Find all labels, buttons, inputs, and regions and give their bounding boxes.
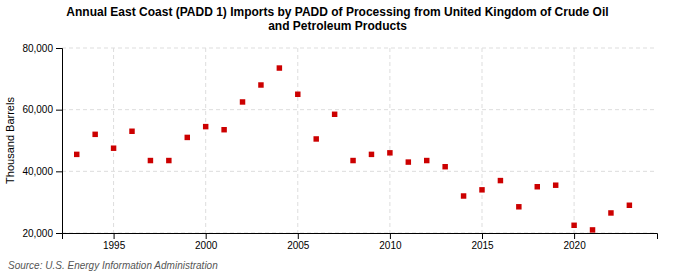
y-tick-label: 40,000	[22, 166, 53, 177]
point	[535, 184, 540, 189]
point	[111, 145, 116, 150]
x-tick: 2010	[379, 233, 402, 251]
point	[516, 204, 521, 209]
y-tick: 80,000	[22, 43, 62, 54]
y-tick-label: 20,000	[22, 228, 53, 239]
grid-line-x	[297, 48, 298, 233]
point	[258, 82, 263, 87]
y-tick-mark	[56, 48, 62, 49]
y-axis-line	[56, 49, 63, 234]
point	[461, 193, 466, 198]
y-axis-title: Thousand Barrels	[4, 97, 16, 184]
grid	[62, 48, 657, 233]
x-tick-label: 2005	[287, 240, 310, 251]
x-tick-mark	[482, 233, 483, 239]
x-tick-label: 1995	[103, 240, 126, 251]
x-tick-label: 2020	[563, 240, 586, 251]
source: Source: U.S. Energy Information Administ…	[8, 260, 218, 271]
point	[221, 127, 226, 132]
point	[148, 158, 153, 163]
point	[608, 210, 613, 215]
point	[332, 112, 337, 117]
point	[166, 158, 171, 163]
grid-line-y	[62, 109, 657, 110]
x-tick-mark	[206, 233, 207, 239]
point	[627, 203, 632, 208]
point	[406, 159, 411, 164]
x-tick: 2000	[195, 233, 218, 251]
x-tick: 2015	[471, 233, 494, 251]
x-axis: 1995 2000 2005 2010 2015 2020	[63, 233, 658, 251]
point	[424, 158, 429, 163]
x-tick: 2020	[563, 233, 586, 251]
title: Annual East Coast (PADD 1) Imports by PA…	[66, 5, 608, 33]
point	[74, 152, 79, 157]
point	[590, 227, 595, 232]
point	[129, 129, 134, 134]
point	[350, 158, 355, 163]
x-tick-label: 2000	[195, 240, 218, 251]
grid-line-y	[62, 171, 657, 172]
x-tick-label: 2015	[471, 240, 494, 251]
point	[387, 150, 392, 155]
x-tick-mark	[298, 233, 299, 239]
chart: 1995 2000 2005 2010 2015 2020 20,000 40,000 60,0…	[0, 0, 675, 275]
x-tick-mark	[390, 233, 391, 239]
y-tick: 40,000	[22, 166, 62, 177]
y-tick-label: 80,000	[22, 43, 53, 54]
point	[369, 152, 374, 157]
point	[185, 135, 190, 140]
y-tick-label: 60,000	[22, 104, 53, 115]
point	[479, 187, 484, 192]
point	[277, 65, 282, 70]
grid-line-y	[62, 48, 657, 49]
grid-line-x	[113, 48, 114, 233]
grid-line-x	[389, 48, 390, 233]
x-tick: 2005	[287, 233, 310, 251]
y-tick: 60,000	[22, 104, 62, 115]
point	[92, 132, 97, 137]
y-tick-mark	[56, 110, 62, 111]
point	[313, 136, 318, 141]
y-tick-mark	[56, 233, 62, 234]
plot: 1995 2000 2005 2010 2015 2020 20,000 40,000 60,0…	[22, 43, 657, 251]
grid-line-x	[482, 48, 483, 233]
x-axis-line	[63, 234, 658, 240]
point	[442, 164, 447, 169]
x-tick-label: 2010	[379, 240, 402, 251]
points	[74, 65, 632, 232]
x-tick-mark	[574, 233, 575, 239]
y-tick: 20,000	[22, 228, 62, 239]
grid-line-x	[205, 48, 206, 233]
point	[295, 92, 300, 97]
x-tick: 1995	[103, 233, 126, 251]
point	[498, 178, 503, 183]
grid-line-x	[574, 48, 575, 233]
point	[553, 182, 558, 187]
point	[240, 99, 245, 104]
y-axis: 20,000 40,000 60,000 80,000	[22, 43, 62, 239]
y-tick-mark	[56, 171, 62, 172]
point	[203, 124, 208, 129]
point	[571, 223, 576, 228]
x-tick-mark	[114, 233, 115, 239]
